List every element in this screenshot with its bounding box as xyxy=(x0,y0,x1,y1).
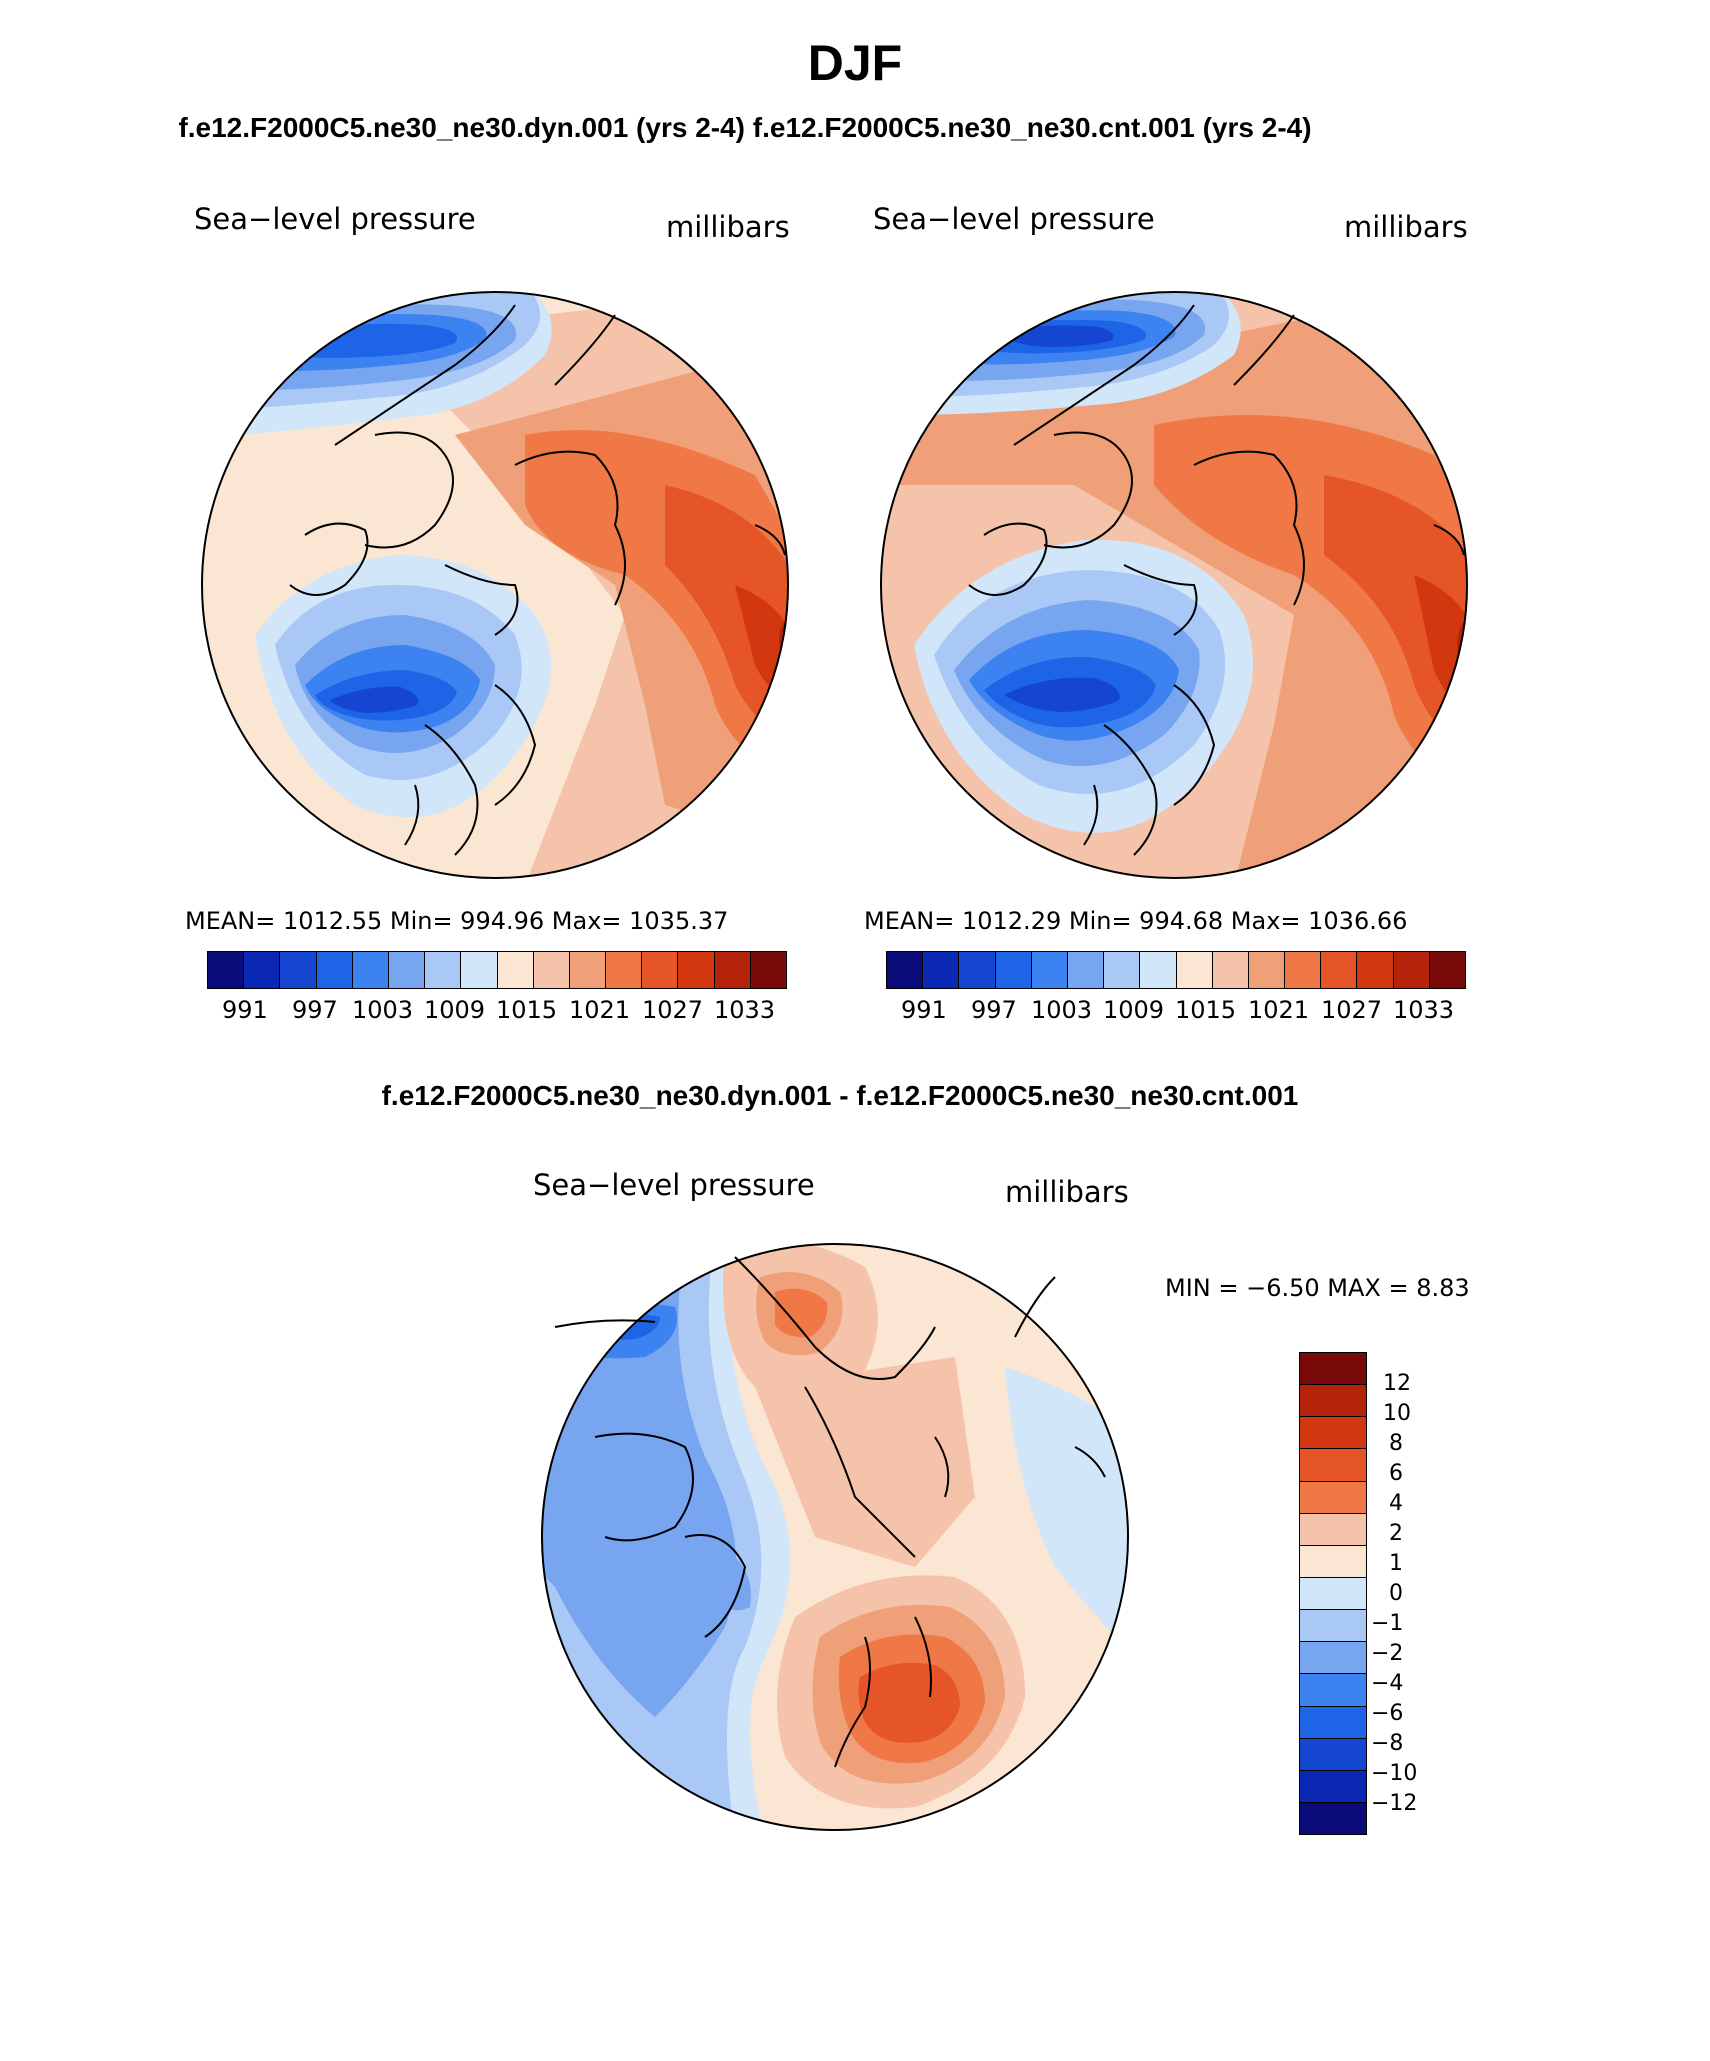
panel2-cbar-c6 xyxy=(1104,952,1141,988)
panel1-stats: MEAN= 1012.55 Min= 994.96 Max= 1035.37 xyxy=(185,907,729,935)
panel2-cbar-label: 1015 xyxy=(1175,996,1237,1024)
diff-cbar-c8 xyxy=(1300,1610,1366,1643)
panel1-cbar-label: 991 xyxy=(222,996,268,1024)
diff-cbar-label: 6 xyxy=(1389,1461,1403,1486)
diff-cbar-label: 12 xyxy=(1383,1371,1411,1396)
diff-cbar-label: −4 xyxy=(1371,1671,1404,1696)
panel1-cbar-c0 xyxy=(208,952,245,988)
panel1-cbar-c2 xyxy=(280,952,317,988)
diff-cbar-label: 8 xyxy=(1389,1431,1403,1456)
diff-colorbar xyxy=(1299,1352,1367,1835)
panel2-map xyxy=(880,291,1468,879)
panel1-cbar-c5 xyxy=(388,952,426,988)
diff-cbar-c5 xyxy=(1300,1513,1366,1546)
diff-cbar-label: −2 xyxy=(1371,1641,1404,1666)
panel2-cbar-c14 xyxy=(1393,952,1430,988)
panel1-cbar-c9 xyxy=(533,952,570,988)
season-title: DJF xyxy=(807,35,903,91)
diff-cbar-label: 2 xyxy=(1389,1521,1403,1546)
diff-cbar-c3 xyxy=(1300,1449,1366,1482)
panel2-cbar-c2 xyxy=(959,952,996,988)
diff-cbar-c1 xyxy=(1300,1385,1366,1418)
panel2-cbar-label: 1027 xyxy=(1321,996,1383,1024)
diff-cbar-c4 xyxy=(1300,1481,1366,1514)
diff-cbar-c10 xyxy=(1300,1674,1366,1707)
panel1-cbar-label: 1027 xyxy=(642,996,704,1024)
panel2-units: millibars xyxy=(1344,210,1468,244)
panel1-map xyxy=(201,291,789,879)
diff-cbar-label: −8 xyxy=(1371,1731,1404,1756)
diff-cbar-label: −12 xyxy=(1371,1791,1418,1816)
panel1-cbar-c1 xyxy=(244,952,281,988)
panel2-cbar-c15 xyxy=(1429,952,1465,988)
diff-cbar-label: 4 xyxy=(1389,1491,1403,1516)
panel2-cbar-c11 xyxy=(1285,952,1322,988)
panel2-cbar-label: 1021 xyxy=(1248,996,1310,1024)
panel1-colorbar xyxy=(207,951,787,989)
diff-cbar-label: 0 xyxy=(1389,1581,1403,1606)
diff-cbar-c9 xyxy=(1300,1642,1366,1675)
panel1-cbar-c10 xyxy=(569,952,607,988)
panel1-cbar-label: 1003 xyxy=(352,996,414,1024)
diff-minmax: MIN = −6.50 MAX = 8.83 xyxy=(1165,1274,1470,1302)
panel2-stats: MEAN= 1012.29 Min= 994.68 Max= 1036.66 xyxy=(864,907,1408,935)
panel2-colorbar xyxy=(886,951,1466,989)
panel2-cbar-c8 xyxy=(1176,952,1213,988)
panel1-variable: Sea−level pressure xyxy=(194,202,476,236)
panel2-cbar-c0 xyxy=(887,952,924,988)
panel1-cbar-label: 997 xyxy=(292,996,338,1024)
panel2-cbar-c10 xyxy=(1248,952,1286,988)
diff-cbar-c6 xyxy=(1300,1545,1366,1578)
panel1-cbar-c4 xyxy=(352,952,389,988)
panel1-cbar-label: 1009 xyxy=(424,996,486,1024)
panel1-cbar-c8 xyxy=(497,952,534,988)
diff-cbar-c12 xyxy=(1300,1738,1366,1771)
panel1-units: millibars xyxy=(666,210,790,244)
panel1-cbar-c15 xyxy=(750,952,786,988)
diff-header: f.e12.F2000C5.ne30_ne30.dyn.001 - f.e12.… xyxy=(381,1080,1299,1111)
panel2-cbar-c7 xyxy=(1140,952,1177,988)
diff-map xyxy=(541,1243,1129,1831)
diff-cbar-label: 10 xyxy=(1383,1401,1411,1426)
case-header: f.e12.F2000C5.ne30_ne30.dyn.001 (yrs 2-4… xyxy=(178,112,1312,143)
panel2-variable: Sea−level pressure xyxy=(873,202,1155,236)
panel2-cbar-c1 xyxy=(923,952,960,988)
diff-cbar-c11 xyxy=(1300,1706,1366,1739)
panel1-cbar-c6 xyxy=(425,952,462,988)
panel2-cbar-label: 997 xyxy=(971,996,1017,1024)
panel1-cbar-label: 1021 xyxy=(569,996,631,1024)
panel1-cbar-c13 xyxy=(678,952,715,988)
panel2-cbar-c12 xyxy=(1321,952,1358,988)
diff-cbar-c13 xyxy=(1300,1770,1366,1803)
diff-cbar-c7 xyxy=(1300,1577,1366,1611)
panel1-cbar-c14 xyxy=(714,952,751,988)
panel2-cbar-c4 xyxy=(1031,952,1068,988)
panel1-cbar-label: 1033 xyxy=(714,996,776,1024)
panel1-cbar-c12 xyxy=(642,952,679,988)
panel2-cbar-label: 1003 xyxy=(1031,996,1093,1024)
panel1-cbar-c3 xyxy=(316,952,353,988)
diff-cbar-label: −6 xyxy=(1371,1701,1404,1726)
diff-variable: Sea−level pressure xyxy=(533,1168,815,1202)
panel2-cbar-c9 xyxy=(1212,952,1249,988)
panel2-cbar-c13 xyxy=(1357,952,1394,988)
panel2-cbar-c3 xyxy=(995,952,1032,988)
diff-cbar-label: 1 xyxy=(1389,1551,1403,1576)
diff-cbar-c14 xyxy=(1300,1802,1366,1835)
panel1-cbar-c7 xyxy=(461,952,498,988)
panel2-cbar-c5 xyxy=(1067,952,1105,988)
panel2-cbar-label: 991 xyxy=(901,996,947,1024)
panel1-cbar-c11 xyxy=(606,952,643,988)
diff-units: millibars xyxy=(1005,1175,1129,1209)
diff-cbar-c0 xyxy=(1300,1353,1366,1386)
diff-cbar-label: −1 xyxy=(1371,1611,1404,1636)
panel1-cbar-label: 1015 xyxy=(496,996,558,1024)
panel2-cbar-label: 1033 xyxy=(1393,996,1455,1024)
diff-cbar-label: −10 xyxy=(1371,1761,1418,1786)
panel2-cbar-label: 1009 xyxy=(1103,996,1165,1024)
diff-cbar-c2 xyxy=(1300,1417,1366,1450)
